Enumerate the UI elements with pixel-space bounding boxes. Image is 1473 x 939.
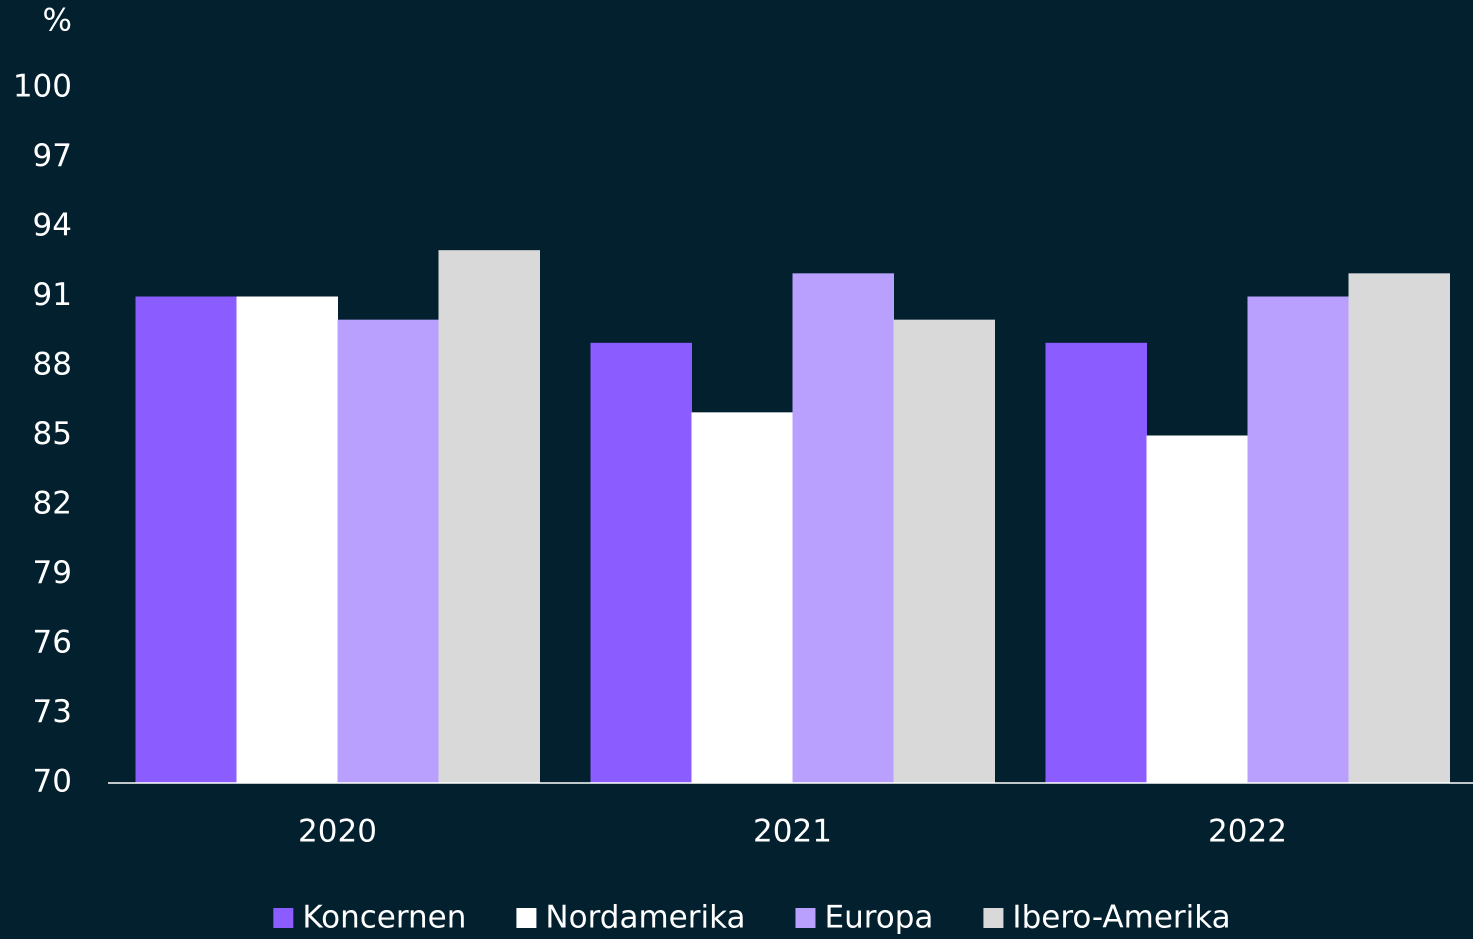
bar [590, 342, 692, 783]
y-tick-label: 76 [33, 625, 72, 661]
y-axis-label: % [43, 3, 72, 39]
bar [1247, 296, 1349, 783]
bar [1146, 435, 1248, 783]
legend-label: Koncernen [302, 900, 466, 936]
legend-swatch [983, 908, 1004, 928]
legend: Koncernen Nordamerika Europa Ibero-Amerika [273, 900, 1231, 936]
x-tick-label: 2020 [298, 814, 377, 850]
x-tick-label: 2022 [1208, 814, 1287, 850]
y-tick-label: 85 [33, 416, 72, 452]
legend-label: Europa [824, 900, 933, 936]
bar [135, 296, 237, 783]
y-tick-label: 82 [33, 486, 72, 522]
legend-swatch [795, 908, 816, 928]
y-tick-label: 94 [33, 208, 72, 244]
bar [438, 250, 540, 783]
legend-swatch [516, 908, 537, 928]
y-tick-label: 97 [33, 138, 72, 174]
legend-swatch [273, 908, 294, 928]
bar [792, 273, 894, 783]
y-tick-label: 100 [13, 69, 72, 105]
y-tick-label: 88 [33, 347, 72, 383]
legend-label: Ibero-Amerika [1012, 900, 1230, 936]
x-tick-label: 2021 [753, 814, 832, 850]
bar [691, 412, 793, 783]
y-tick-label: 79 [33, 555, 72, 591]
bar [1348, 273, 1450, 783]
legend-label: Nordamerika [545, 900, 745, 936]
bar [1045, 342, 1147, 783]
bar [893, 319, 995, 783]
y-tick-label: 70 [33, 764, 72, 800]
bar [236, 296, 338, 783]
bar [337, 319, 439, 783]
y-tick-label: 73 [33, 694, 72, 730]
y-tick-label: 91 [33, 277, 72, 313]
